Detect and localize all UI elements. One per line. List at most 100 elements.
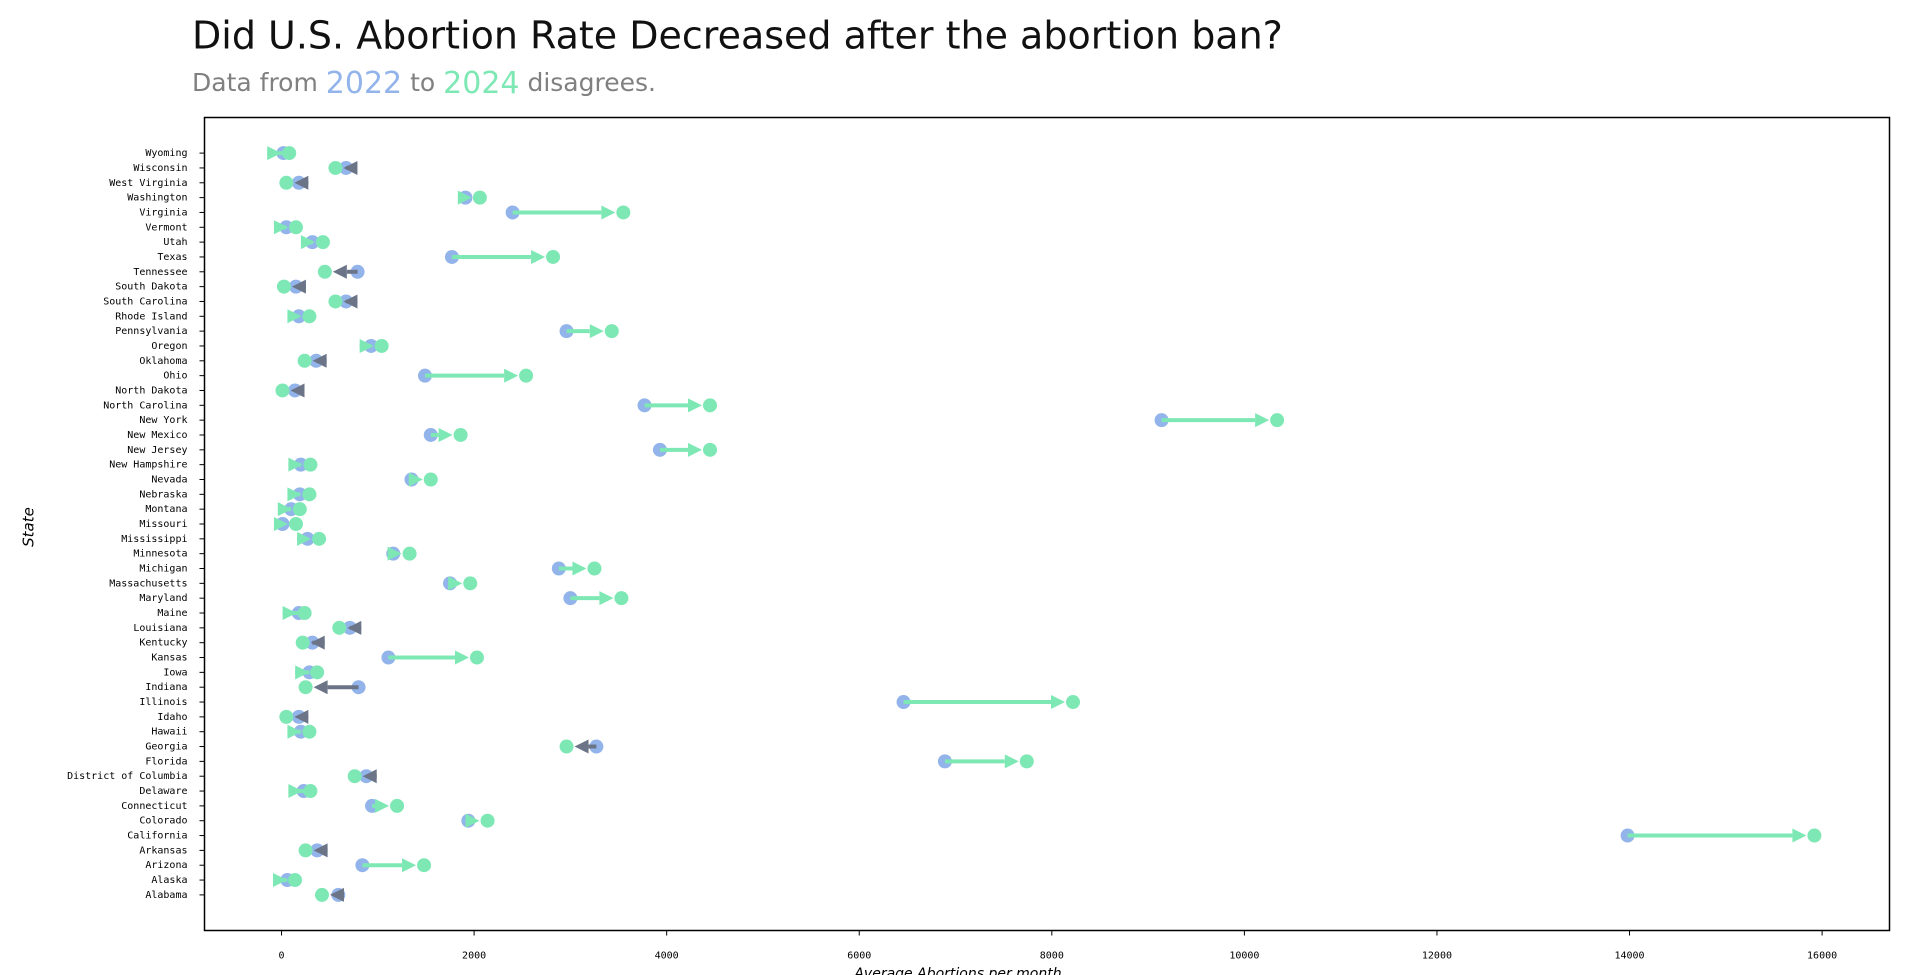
arrow xyxy=(659,442,702,457)
y-tick-label: Oklahoma xyxy=(139,356,187,367)
y-tick-label: South Dakota xyxy=(115,282,187,293)
arrow-head xyxy=(277,502,292,517)
dot-2024 xyxy=(315,235,330,250)
arrow xyxy=(944,754,1019,769)
arrow xyxy=(294,175,309,190)
subtitle-text: disagrees. xyxy=(527,68,656,97)
y-tick-label: Texas xyxy=(157,252,187,263)
arrow-head xyxy=(688,442,702,457)
dot-2024 xyxy=(1270,413,1285,428)
arrow xyxy=(424,368,519,383)
chart-subtitle: Data from 2022 to 2024 disagrees. xyxy=(192,66,656,101)
arrow-head xyxy=(454,650,469,665)
dot-2024 xyxy=(297,353,312,368)
arrow-head xyxy=(1255,413,1270,428)
dot-2024 xyxy=(559,739,574,754)
arrow xyxy=(574,739,597,754)
y-axis-label: State xyxy=(20,507,38,547)
x-tick-label: 6000 xyxy=(847,951,871,962)
arrow-head xyxy=(288,784,303,799)
arrow xyxy=(267,146,284,161)
dot-2024 xyxy=(463,576,478,591)
y-tick-label: Minnesota xyxy=(133,549,187,560)
y-tick-label: North Carolina xyxy=(103,400,187,411)
arrow xyxy=(372,798,390,813)
legend-2022: 2022 xyxy=(326,66,402,101)
arrow-head xyxy=(1050,695,1065,710)
arrow-head xyxy=(438,427,453,442)
arrow xyxy=(465,813,480,828)
y-tick-label: Connecticut xyxy=(121,801,187,812)
chart-title: Did U.S. Abortion Rate Decreased after t… xyxy=(192,14,1283,58)
y-tick-label: Oregon xyxy=(151,341,187,352)
dot-2024 xyxy=(303,784,318,799)
arrow xyxy=(297,531,312,546)
y-tick-label: Pennsylvania xyxy=(115,326,187,337)
dot-2024 xyxy=(297,606,312,621)
arrow xyxy=(313,843,328,858)
arrow-head xyxy=(531,249,546,264)
arrow-head xyxy=(457,190,472,205)
dot-2024 xyxy=(275,383,290,398)
arrow xyxy=(644,398,702,413)
y-tick-label: Michigan xyxy=(139,564,187,575)
dot-2024 xyxy=(292,502,307,517)
y-tick-label: Delaware xyxy=(139,786,187,797)
arrow xyxy=(310,635,325,650)
arrow-head xyxy=(601,205,616,220)
dot-2024 xyxy=(614,591,629,606)
arrow-head xyxy=(313,843,328,858)
dot-2024 xyxy=(604,324,619,339)
dot-2024 xyxy=(312,531,327,546)
arrow xyxy=(273,220,288,235)
arrow-head xyxy=(294,175,309,190)
dot-2024 xyxy=(703,398,717,413)
arrow-head xyxy=(300,235,315,250)
subtitle-text: to xyxy=(410,68,435,97)
arrow xyxy=(343,294,358,309)
x-tick-label: 10000 xyxy=(1229,951,1259,962)
arrow xyxy=(448,576,463,591)
arrow-head xyxy=(290,383,305,398)
y-tick-label: South Carolina xyxy=(103,296,187,307)
arrow xyxy=(295,665,310,680)
arrow-head xyxy=(295,665,310,680)
dot-2024 xyxy=(295,635,310,650)
arrow-head xyxy=(332,264,347,279)
dot-2024 xyxy=(298,843,313,858)
arrow-head xyxy=(310,635,325,650)
y-tick-label: Maine xyxy=(157,608,187,619)
y-tick-label: Georgia xyxy=(145,742,187,753)
arrow xyxy=(332,264,358,279)
dot-2024 xyxy=(472,190,487,205)
y-tick-label: Idaho xyxy=(157,712,187,723)
dot-2024 xyxy=(317,264,332,279)
y-tick-label: New Jersey xyxy=(127,445,187,456)
plot-frame xyxy=(203,116,1891,932)
dot-2024 xyxy=(302,724,317,739)
dot-2024 xyxy=(1807,828,1822,843)
arrow-head xyxy=(589,324,604,339)
arrow-head xyxy=(343,294,358,309)
dot-2024 xyxy=(519,368,534,383)
y-tick-label: New York xyxy=(139,415,187,426)
arrow-head xyxy=(375,798,390,813)
dot-2024 xyxy=(374,338,389,353)
y-tick-label: Kentucky xyxy=(139,638,187,649)
arrow xyxy=(313,680,359,695)
arrow-head xyxy=(291,279,306,294)
arrow xyxy=(1161,413,1270,428)
arrow xyxy=(408,472,423,487)
arrow-head xyxy=(572,561,587,576)
arrow xyxy=(288,784,304,799)
arrow-head xyxy=(288,457,303,472)
legend-2024: 2024 xyxy=(443,66,519,101)
y-tick-label: Rhode Island xyxy=(115,311,187,322)
dot-2024 xyxy=(279,709,294,724)
x-tick-label: 12000 xyxy=(1422,951,1452,962)
arrow-head xyxy=(287,487,302,502)
y-tick-label: Illinois xyxy=(139,697,187,708)
arrow-head xyxy=(282,606,297,621)
dot-2024 xyxy=(402,546,417,561)
arrow-head xyxy=(273,220,288,235)
